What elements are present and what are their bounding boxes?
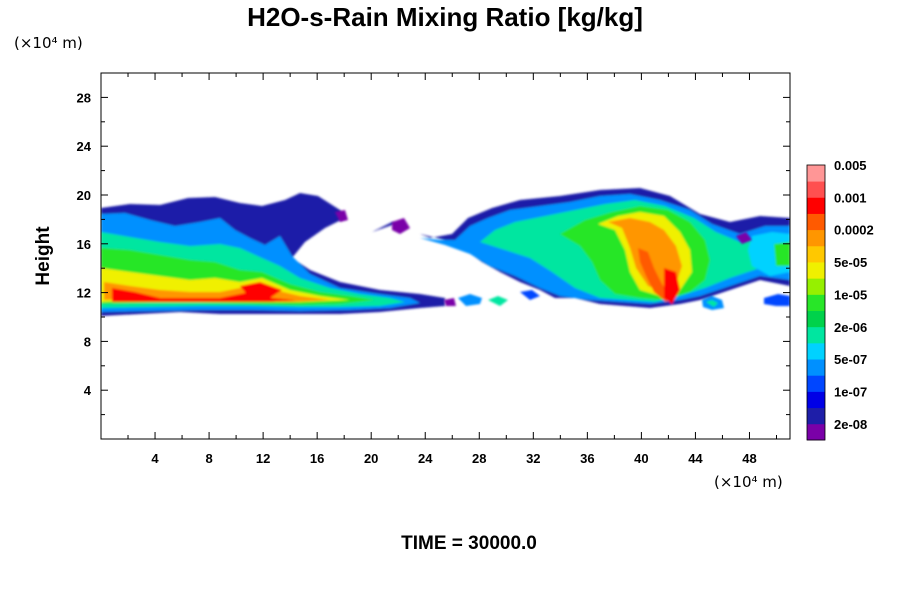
colorbar-band xyxy=(807,326,825,344)
cloud-anvil-top-left xyxy=(335,210,348,222)
colorbar-band xyxy=(807,197,825,214)
colorbar-band xyxy=(807,245,825,263)
contour-0.001-left xyxy=(112,288,295,302)
x-tick-label: 20 xyxy=(364,451,378,466)
x-tick-label: 32 xyxy=(526,451,540,466)
colorbar-band xyxy=(807,278,825,295)
colorbar-band xyxy=(807,375,825,392)
colorbar-label: 2e-06 xyxy=(834,320,867,335)
cloud-fragment-26 xyxy=(458,294,482,306)
x-tick-label: 28 xyxy=(472,451,486,466)
y-axis: 4 8 12 16 20 24 28 xyxy=(77,90,790,416)
y-tick-label: 4 xyxy=(84,383,92,398)
mixing-ratio-field xyxy=(101,188,790,316)
colorbar-band xyxy=(807,213,825,231)
x-axis: 4 8 12 16 20 24 28 32 36 40 44 48 xyxy=(127,73,777,466)
contour-0.001-right xyxy=(638,248,672,302)
cloud-region-left xyxy=(101,193,445,316)
colorbar-label: 2e-08 xyxy=(834,417,867,432)
colorbar-band xyxy=(807,310,825,328)
colorbar-band xyxy=(807,391,825,409)
colorbar-label: 0.005 xyxy=(834,158,867,173)
colorbar-label: 5e-07 xyxy=(834,352,867,367)
cloud-fragment-31 xyxy=(520,290,540,300)
cloud-anvil-bottom-mid xyxy=(444,298,456,306)
colorbar-band xyxy=(807,407,825,425)
x-tick-label: 36 xyxy=(580,451,594,466)
colorbar-band xyxy=(807,294,825,311)
cloud-fragment-49 xyxy=(764,294,790,306)
cloud-fragment-45 xyxy=(706,300,718,307)
contour-0.001-right-core xyxy=(664,268,680,304)
contour-0.0002-left xyxy=(104,282,330,302)
colorbar-band xyxy=(807,165,825,182)
y-tick-label: 24 xyxy=(77,139,92,154)
x-tick-label: 16 xyxy=(310,451,324,466)
time-label: TIME = 30000.0 xyxy=(401,533,537,554)
cloud-anvil-right xyxy=(736,232,752,244)
chart-title: H2O-s-Rain Mixing Ratio [kg/kg] xyxy=(247,2,643,32)
colorbar-band xyxy=(807,423,825,441)
contour-0.001-core xyxy=(240,282,282,298)
y-axis-label: Height xyxy=(33,226,54,286)
x-tick-label: 48 xyxy=(742,451,756,466)
x-tick-label: 40 xyxy=(634,451,648,466)
cloud-anvil-top-mid xyxy=(392,218,410,234)
y-tick-label: 28 xyxy=(77,90,91,105)
colorbar-band xyxy=(807,342,825,360)
colorbar-label: 0.0002 xyxy=(834,223,874,238)
x-tick-label: 44 xyxy=(688,451,703,466)
colorbar-band xyxy=(807,359,825,376)
colorbar-frame xyxy=(806,164,826,441)
cloud-region-right xyxy=(372,188,790,310)
cloud-fragment-27 xyxy=(488,296,508,306)
y-tick-label: 20 xyxy=(77,188,91,203)
colorbar-band xyxy=(807,229,825,247)
x-tick-label: 8 xyxy=(205,451,212,466)
y-axis-unit: (×10⁴ m) xyxy=(14,34,83,52)
y-tick-label: 16 xyxy=(77,237,91,252)
y-tick-label: 12 xyxy=(77,286,91,301)
colorbar-label: 0.001 xyxy=(834,190,867,205)
x-tick-label: 4 xyxy=(151,451,159,466)
cloud-fragment-group-top xyxy=(335,210,752,306)
colorbar-label: 1e-05 xyxy=(834,287,867,302)
x-axis-unit: (×10⁴ m) xyxy=(714,473,783,491)
colorbar-label: 1e-07 xyxy=(834,384,867,399)
plot-frame xyxy=(100,72,791,440)
x-tick-label: 12 xyxy=(256,451,270,466)
contour-1e-05-right-edge xyxy=(774,242,790,266)
y-tick-label: 8 xyxy=(84,334,91,349)
colorbar: 2e-08 1e-07 5e-07 2e-06 1e-05 5e-05 0.0002 0.00… xyxy=(806,158,874,441)
colorbar-label: 5e-05 xyxy=(834,255,867,270)
colorbar-band xyxy=(807,262,825,279)
colorbar-band xyxy=(807,181,825,198)
x-tick-label: 24 xyxy=(418,451,433,466)
